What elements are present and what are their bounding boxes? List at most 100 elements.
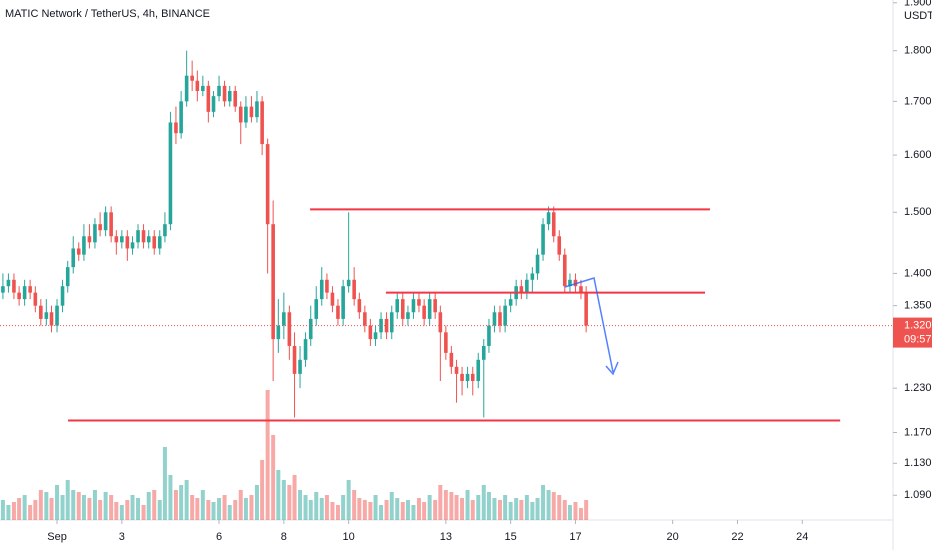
volume-bar	[55, 485, 60, 520]
x-tick-label: 15	[505, 531, 517, 543]
currency-label: USDT	[904, 10, 932, 22]
volume-bar	[384, 500, 389, 520]
candle-body	[562, 254, 567, 287]
volume-bar	[519, 500, 524, 520]
volume-bar	[379, 505, 384, 520]
volume-bar	[152, 490, 157, 520]
candle-body	[60, 286, 65, 306]
volume-bar	[400, 502, 405, 520]
candle-body	[546, 212, 551, 225]
candle-body	[217, 85, 221, 97]
volume-bar	[573, 502, 578, 520]
volume-bar	[308, 500, 313, 520]
volume-bar	[427, 495, 432, 520]
candle-body	[190, 75, 194, 81]
volume-bar	[352, 490, 357, 520]
candle-body	[498, 312, 502, 326]
volume-bar	[173, 490, 178, 520]
volume-bar	[454, 495, 459, 520]
candle-body	[44, 312, 49, 319]
volume-bar	[184, 480, 189, 520]
volume-bar	[76, 492, 81, 520]
candle-body	[28, 286, 32, 293]
volume-bar	[146, 492, 151, 520]
y-tick-label: 1.130	[904, 457, 932, 469]
x-tick-label: 22	[731, 531, 743, 543]
candle-body	[568, 279, 572, 287]
y-tick-label: 1.350	[904, 300, 932, 312]
candle-body	[427, 299, 432, 319]
volume-bar	[0, 500, 5, 520]
candle-body	[551, 212, 556, 237]
candle-body	[363, 312, 367, 326]
volume-bar	[368, 502, 373, 520]
candle-body	[373, 332, 378, 340]
candle-body	[422, 305, 426, 319]
x-tick-label: 17	[569, 531, 581, 543]
volume-bar	[44, 492, 49, 520]
volume-bar	[546, 490, 551, 520]
volume-bar	[357, 498, 362, 520]
volume-bar	[217, 498, 222, 520]
volume-bar	[87, 498, 92, 520]
volume-bar	[17, 498, 22, 520]
volume-bar	[514, 498, 519, 520]
y-tick-label: 1.800	[904, 45, 932, 57]
volume-bar	[114, 502, 119, 520]
volume-bar	[411, 505, 416, 520]
volume-bar	[109, 495, 114, 520]
candle-body	[336, 305, 340, 319]
candle-body	[152, 236, 157, 249]
candle-body	[368, 325, 373, 340]
volume-bar	[405, 500, 410, 520]
candle-body	[454, 366, 459, 374]
y-tick-label: 1.090	[904, 489, 932, 501]
volume-bar	[92, 490, 97, 520]
candle-body	[146, 236, 151, 243]
volume-bar	[211, 502, 216, 520]
volume-bar	[449, 492, 454, 520]
candle-body	[76, 248, 81, 255]
volume-bar	[254, 485, 259, 520]
x-tick-label: 3	[119, 531, 125, 543]
candle-body	[530, 273, 535, 280]
candle-body	[292, 345, 297, 374]
volume-bar	[578, 508, 583, 520]
candle-body	[271, 224, 275, 340]
y-tick-label: 1.900	[904, 0, 932, 9]
arrow-head	[605, 361, 619, 376]
volume-bar	[195, 498, 200, 520]
candle-body	[503, 305, 507, 326]
candle-body	[346, 279, 351, 287]
volume-bar	[470, 500, 475, 520]
volume-bar	[38, 490, 43, 520]
candle-body	[238, 106, 243, 123]
candle-body	[584, 292, 588, 326]
candle-body	[93, 224, 97, 243]
candle-body	[130, 242, 135, 249]
countdown-label: 09:57	[904, 333, 932, 345]
x-tick-label: 6	[216, 531, 222, 543]
y-tick-label: 1.230	[904, 382, 932, 394]
volume-bar	[541, 485, 546, 520]
volume-bar	[319, 498, 324, 520]
candle-body	[406, 312, 410, 319]
volume-bar	[362, 500, 367, 520]
candle-body	[255, 101, 259, 118]
candle-body	[141, 230, 146, 243]
candle-body	[325, 279, 329, 293]
volume-bar	[476, 495, 481, 520]
candle-body	[114, 236, 119, 243]
volume-bar	[103, 492, 108, 520]
candle-body	[120, 236, 124, 243]
candle-body	[65, 267, 70, 287]
volume-bar	[33, 500, 38, 520]
volume-bar	[438, 485, 443, 520]
x-tick-label: 10	[343, 531, 355, 543]
candle-body	[282, 312, 286, 326]
volume-bar	[130, 495, 135, 520]
candle-body	[389, 312, 394, 333]
volume-bar	[136, 498, 141, 520]
